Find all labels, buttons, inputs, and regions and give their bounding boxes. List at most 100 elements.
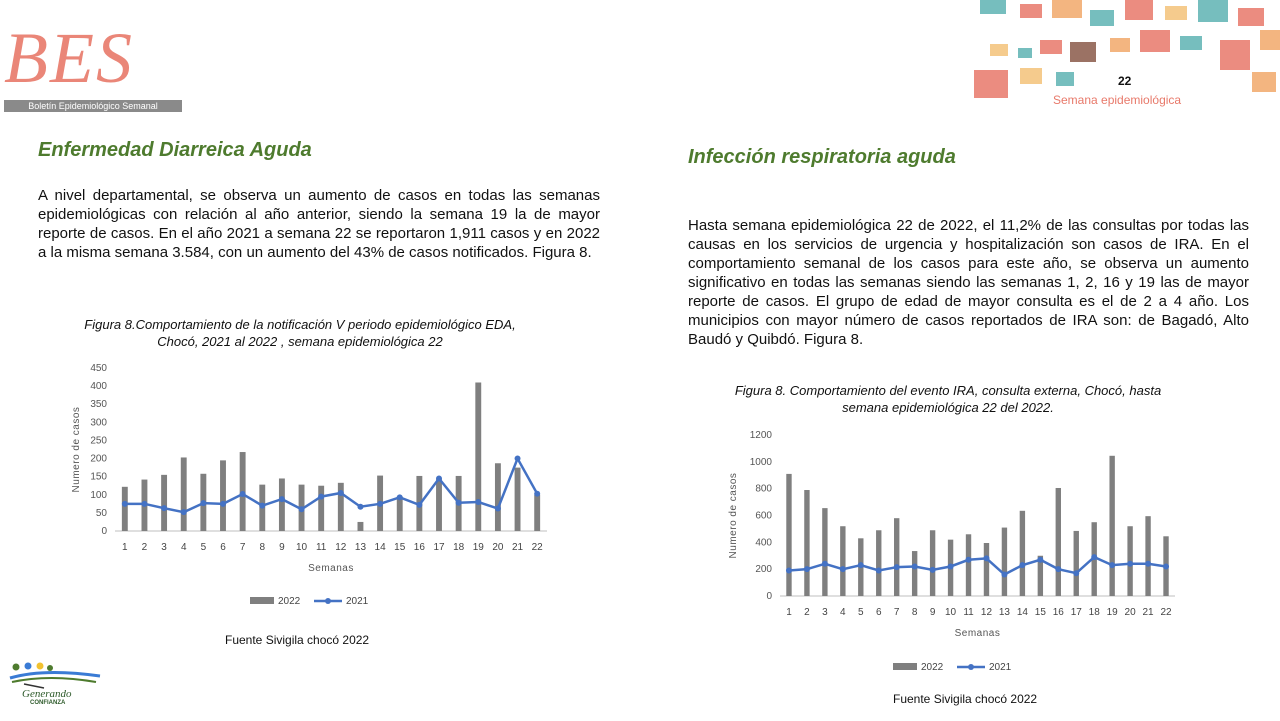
eda-chart-x-tick-label: 9	[279, 542, 285, 553]
eda-chart-point-2021	[475, 499, 482, 506]
ira-chart-x-tick-label: 15	[1035, 607, 1047, 618]
eda-chart-x-tick-label: 3	[161, 542, 167, 553]
ira-chart-y-tick-label: 800	[755, 484, 772, 495]
eda-chart-y-tick-label: 450	[90, 363, 107, 374]
eda-chart-point-2021	[161, 505, 168, 512]
eda-chart-bar-2022	[318, 485, 325, 531]
ira-chart-legend-label-2021: 2021	[989, 662, 1012, 673]
ira-chart-point-2021	[1073, 570, 1080, 577]
ira-chart-point-2021	[911, 563, 918, 570]
ira-chart-bar-2022	[1019, 510, 1026, 596]
ira-chart-y-axis-label: Numero de casos	[728, 473, 739, 559]
eda-chart-x-tick-label: 8	[259, 542, 265, 553]
footer-logo: Generando CONFIANZA	[4, 660, 104, 716]
ira-chart-point-2021	[983, 555, 990, 562]
ira-chart-bar-2022	[894, 518, 900, 596]
eda-chart-point-2021	[455, 499, 462, 506]
eda-chart-x-tick-label: 11	[316, 542, 327, 553]
ira-chart-x-tick-label: 17	[1071, 607, 1083, 618]
eda-chart-y-tick-label: 150	[90, 472, 107, 483]
eda-chart-y-tick-label: 200	[90, 454, 107, 465]
ira-chart-point-2021	[857, 562, 864, 569]
ira-chart-bar-2022	[983, 543, 990, 596]
bes-logo: BES Boletín Epidemiológico Semanal	[0, 8, 190, 112]
eda-chart-point-2021	[377, 500, 384, 507]
eda-chart-point-2021	[514, 455, 521, 462]
eda-chart-x-tick-label: 15	[394, 542, 406, 553]
eda-chart-x-tick-label: 20	[492, 542, 504, 553]
eda-chart-x-tick-label: 7	[240, 542, 246, 553]
eda-section-title: Enfermedad Diarreica Aguda	[38, 139, 312, 161]
eda-chart-point-2021	[121, 500, 128, 507]
ira-chart-x-tick-label: 7	[894, 607, 900, 618]
footer-logo-subtext: CONFIANZA	[30, 700, 66, 706]
ira-chart-bar-2022	[822, 508, 828, 596]
ira-chart-point-2021	[785, 567, 792, 574]
ira-chart-bar-2022	[1055, 487, 1061, 596]
eda-chart-point-2021	[318, 493, 325, 500]
ira-chart-bar-2022	[786, 473, 792, 596]
ira-chart-point-2021	[875, 567, 882, 574]
eda-chart-x-tick-label: 18	[453, 542, 465, 553]
eda-chart-x-tick-label: 14	[375, 542, 387, 553]
ira-chart-point-2021	[1001, 571, 1008, 578]
ira-chart-x-tick-label: 11	[963, 607, 974, 618]
bes-logo-tagline: Boletín Epidemiológico Semanal	[4, 100, 182, 112]
eda-chart-x-tick-label: 6	[220, 542, 226, 553]
ira-chart-y-tick-label: 1000	[750, 457, 773, 468]
eda-chart-x-tick-label: 4	[181, 542, 187, 553]
ira-chart-x-tick-label: 18	[1089, 607, 1101, 618]
eda-chart-x-tick-label: 2	[142, 542, 148, 553]
eda-chart-x-tick-label: 19	[473, 542, 485, 553]
ira-chart-bar-2022	[965, 534, 972, 596]
eda-chart-point-2021	[141, 500, 148, 507]
ira-chart-legend-label-2022: 2022	[921, 662, 944, 673]
eda-chart-point-2021	[298, 506, 305, 513]
footer-logo-graphic	[9, 662, 101, 689]
ira-chart-x-tick-label: 1	[786, 607, 792, 618]
ira-chart-y-tick-label: 200	[755, 564, 772, 575]
footer-logo-text: Generando	[22, 688, 72, 700]
eda-chart-y-tick-label: 350	[90, 399, 107, 410]
ira-chart-x-tick-label: 21	[1143, 607, 1155, 618]
ira-chart-legend-swatch-2022	[893, 663, 917, 670]
eda-chart-bar-2022	[357, 521, 364, 531]
eda-chart-x-tick-label: 5	[201, 542, 207, 553]
eda-chart-legend-marker-2021	[325, 598, 331, 604]
eda-chart-point-2021	[259, 502, 266, 509]
ira-chart-bar-2022	[1109, 455, 1115, 596]
eda-chart-y-tick-label: 100	[90, 490, 107, 501]
ira-chart-x-tick-label: 10	[945, 607, 957, 618]
eda-chart-y-axis-label: Numero de casos	[71, 407, 82, 493]
eda-chart-x-tick-label: 1	[122, 542, 128, 553]
ira-chart-point-2021	[965, 556, 972, 563]
ira-figure-caption: Figura 8. Comportamiento del evento IRA,…	[688, 382, 1208, 416]
ira-chart-point-2021	[947, 563, 954, 570]
ira-chart-point-2021	[929, 566, 936, 573]
ira-chart-x-axis-label: Semanas	[955, 628, 1001, 639]
eda-chart-y-tick-label: 250	[90, 435, 107, 446]
ira-chart-x-tick-label: 19	[1107, 607, 1119, 618]
eda-chart-bar-2022	[436, 479, 442, 531]
eda-chart-x-tick-label: 13	[355, 542, 367, 553]
ira-chart-x-tick-label: 16	[1053, 607, 1065, 618]
ira-section-title: Infección respiratoria aguda	[688, 146, 956, 168]
eda-chart-point-2021	[396, 494, 403, 501]
ira-chart-bar-2022	[1001, 527, 1008, 596]
ira-paragraph: Hasta semana epidemiológica 22 de 2022, …	[688, 217, 1249, 348]
page-number: 22	[1118, 74, 1132, 88]
ira-chart-bar-2022	[929, 530, 936, 596]
ira-chart-point-2021	[839, 566, 846, 573]
ira-chart-point-2021	[1019, 562, 1026, 569]
ira-chart-x-tick-label: 6	[876, 607, 882, 618]
eda-chart-point-2021	[494, 505, 501, 512]
ira-chart-bar-2022	[1145, 516, 1151, 596]
ira-chart-bar-2022	[840, 526, 846, 596]
ira-chart-x-tick-label: 8	[912, 607, 918, 618]
eda-chart-bar-2022	[220, 460, 226, 531]
ira-chart-y-tick-label: 1200	[750, 430, 773, 441]
ira-chart-x-tick-label: 20	[1125, 607, 1137, 618]
header-mosaic-decoration	[974, 0, 1280, 98]
